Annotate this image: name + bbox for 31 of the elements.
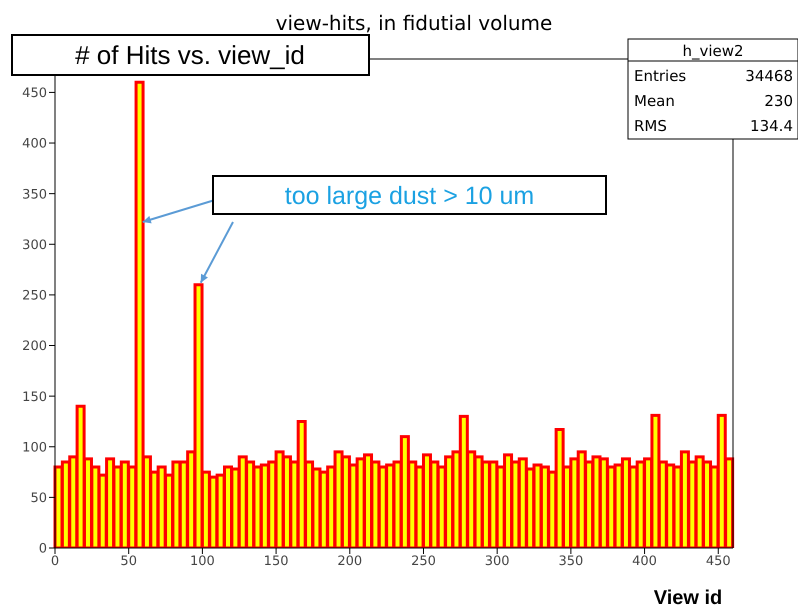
y-tick-label: 50 (30, 490, 47, 506)
y-tick-label: 100 (22, 440, 47, 456)
text: 134.4 (750, 117, 793, 135)
x-tick-label: 300 (484, 554, 510, 570)
text: 230 (764, 92, 793, 110)
x-tick-label: 350 (558, 554, 584, 570)
y-tick-label: 150 (22, 390, 47, 405)
annotation: Entries (634, 67, 686, 85)
y-tick-label: 450 (22, 86, 47, 102)
x-tick-label: 250 (411, 554, 436, 570)
text: 34468 (745, 67, 793, 85)
annotation: too large dust > 10 um (284, 182, 534, 210)
y-tick-label: 400 (22, 136, 47, 152)
x-tick-label: 200 (337, 554, 362, 570)
y-tick-label: 200 (22, 339, 47, 354)
x-tick-label: 100 (190, 554, 215, 570)
x-tick-label: 400 (632, 554, 657, 570)
annotation: # of Hits vs. view_id (75, 40, 305, 70)
x-axis-title: View id (654, 587, 722, 609)
y-tick-label: 250 (22, 288, 47, 304)
annotation: RMS (634, 117, 667, 135)
x-tick-label: 150 (264, 554, 288, 570)
chart-title: view-hits, in fidutial volume (276, 11, 552, 35)
x-tick-label: 0 (50, 554, 60, 570)
y-tick-label: 300 (22, 238, 47, 253)
x-tick-label: 450 (706, 554, 731, 570)
y-tick-label: 0 (38, 542, 47, 557)
y-tick-label: 350 (22, 187, 47, 202)
annotation: h_view2 (682, 42, 744, 60)
x-tick-label: 50 (120, 554, 137, 570)
annotation: Mean (634, 92, 675, 110)
